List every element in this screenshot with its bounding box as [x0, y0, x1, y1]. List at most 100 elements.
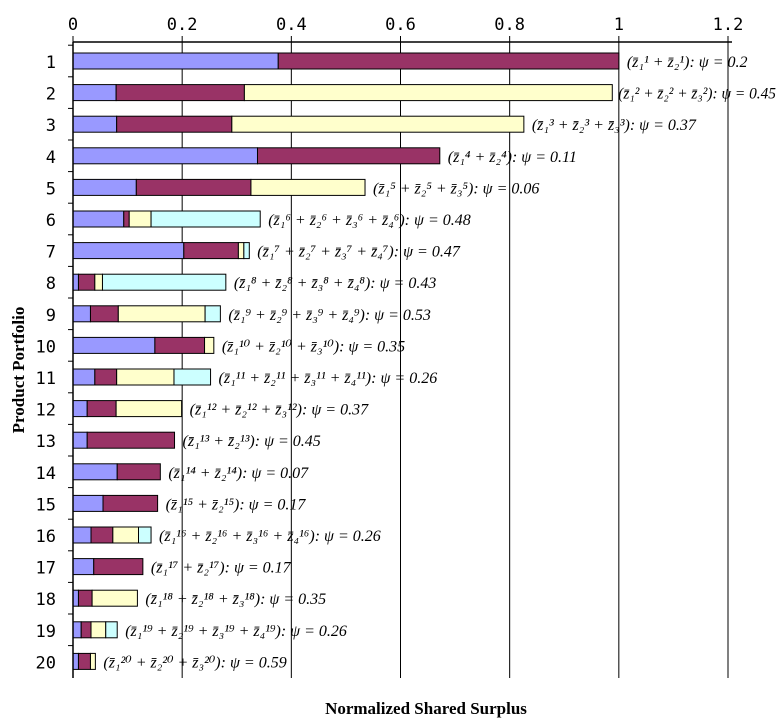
bar-segment — [150, 210, 261, 228]
bar-segment — [72, 368, 96, 386]
bar-segment — [135, 178, 252, 196]
bar-segment — [101, 273, 227, 291]
bar-annotation: (z̄₁¹⁶ + z̄₂¹⁶ + z̄₃¹⁶ + z̄₄¹⁶): ψ = 0.2… — [159, 528, 381, 545]
bar-annotation: (z̄₁¹³ + z̄₂¹³): ψ = 0.45 — [183, 433, 321, 450]
bar-segment — [72, 305, 91, 323]
bar-annotation: (z̄₁²⁰ + z̄₂²⁰ + z̄₃²⁰): ψ = 0.59 — [103, 654, 286, 671]
bar-segment — [243, 242, 250, 260]
bar-annotation: (z̄₁⁷ + z̄₂⁷ + z̄₃⁷ + z̄₄⁷): ψ = 0.47 — [257, 244, 461, 261]
x-tick-label: 0.4 — [276, 15, 307, 35]
bar-segment — [90, 621, 107, 639]
bar-annotation: (z̄₁¹¹ + z̄₂¹¹ + z̄₃¹¹ + z̄₄¹¹): ψ = 0.2… — [219, 370, 438, 387]
bar-annotation: (z̄₁¹⁵ + z̄₂¹⁵): ψ = 0.17 — [166, 496, 307, 513]
bar-annotation: (z̄₁¹⁷ + z̄₂¹⁷): ψ = 0.17 — [151, 560, 292, 577]
y-tick-label: 4 — [46, 148, 56, 168]
bar-annotation: (z̄₁¹⁹ + z̄₂¹⁹ + z̄₃¹⁹ + z̄₄¹⁹): ψ = 0.2… — [125, 623, 347, 640]
bar-segment — [117, 305, 206, 323]
bar-segment — [94, 368, 118, 386]
y-tick-label: 12 — [36, 401, 56, 421]
bar-segment — [138, 526, 152, 544]
bar-segment — [204, 305, 221, 323]
y-tick-label: 3 — [46, 116, 56, 136]
y-tick-label: 7 — [46, 243, 56, 263]
bar-segment — [72, 115, 118, 133]
bar-segment — [173, 368, 212, 386]
x-tick-label: 0.6 — [385, 15, 416, 35]
x-tick-label: 0 — [68, 15, 78, 35]
bar-segment — [243, 84, 613, 102]
x-axis-title: Normalized Shared Surplus — [325, 699, 527, 718]
bar-segment — [72, 621, 82, 639]
bar-annotation: (z̄₁¹⁰ + z̄₂¹⁰ + z̄₃¹⁰): ψ = 0.35 — [222, 338, 405, 355]
bar-segment — [154, 336, 206, 354]
bar-segment — [72, 242, 185, 260]
bar-annotation: (z̄₁² + z̄₂² + z̄₃²): ψ = 0.45 — [618, 86, 776, 103]
bar-segment — [72, 52, 279, 70]
bar-segment — [277, 52, 620, 70]
bar-segment — [72, 273, 79, 291]
bar-segment — [128, 210, 152, 228]
bar-segment — [77, 273, 96, 291]
x-tick-label: 0.8 — [494, 15, 525, 35]
bar-segment — [72, 526, 92, 544]
bar-segment — [112, 526, 139, 544]
y-tick-label: 17 — [36, 559, 56, 579]
bar-segment — [94, 273, 103, 291]
bar-annotation: (z̄₁⁵ + z̄₂⁵ + z̄₃⁵): ψ = 0.06 — [373, 180, 539, 197]
bar-segment — [250, 178, 366, 196]
y-tick-label: 13 — [36, 432, 56, 452]
y-tick-label: 16 — [36, 527, 56, 547]
bar-segment — [86, 431, 176, 449]
bar-segment — [72, 589, 79, 607]
bar-segment — [72, 431, 88, 449]
bar-segment — [116, 115, 233, 133]
x-tick-label: 1 — [614, 15, 624, 35]
bar-segment — [237, 242, 245, 260]
bar-segment — [204, 336, 215, 354]
y-tick-label: 1 — [46, 53, 56, 73]
y-tick-label: 5 — [46, 179, 56, 199]
bar-segment — [77, 589, 93, 607]
y-tick-label: 8 — [46, 274, 56, 294]
bar-segment — [80, 621, 92, 639]
bar-segment — [115, 400, 183, 418]
bar-segment — [72, 652, 79, 670]
bar-segment — [72, 147, 258, 165]
bar-segment — [93, 558, 144, 576]
bar-annotation: (z̄₁³ + z̄₂³ + z̄₃³): ψ = 0.37 — [532, 117, 697, 134]
bar-segment — [72, 494, 104, 512]
bar-annotation: (z̄₁⁶ + z̄₂⁶ + z̄₃⁶ + z̄₄⁶): ψ = 0.48 — [268, 212, 471, 229]
y-tick-label: 14 — [36, 464, 56, 484]
bar-segment — [72, 463, 118, 481]
bar-segment — [90, 526, 114, 544]
bar-segment — [183, 242, 239, 260]
bar-annotation: (z̄₁¹⁸ + z̄₂¹⁸ + z̄₃¹⁸): ψ = 0.35 — [145, 591, 326, 608]
bar-segment — [115, 84, 245, 102]
bar-segment — [72, 178, 137, 196]
y-tick-label: 6 — [46, 211, 56, 231]
bar-segment — [72, 210, 125, 228]
bar-segment — [72, 336, 156, 354]
bar-segment — [116, 463, 161, 481]
bar-segment — [102, 494, 159, 512]
bar-segment — [91, 589, 138, 607]
bar-segment — [116, 368, 175, 386]
bar-annotation: (z̄₁⁸ + z̄₂⁸ + z̄₃⁸ + z̄₄⁸): ψ = 0.43 — [234, 275, 437, 292]
bar-annotation: (z̄₁¹⁴ + z̄₂¹⁴): ψ = 0.07 — [168, 465, 309, 482]
bar-annotation: (z̄₁⁹ + z̄₂⁹ + z̄₃⁹ + z̄₄⁹): ψ = 0.53 — [228, 307, 431, 324]
bar-segment — [89, 652, 96, 670]
y-tick-label: 10 — [36, 337, 56, 357]
bar-segment — [123, 210, 130, 228]
y-tick-label: 15 — [36, 495, 56, 515]
y-tick-label: 18 — [36, 590, 56, 610]
y-tick-label: 9 — [46, 306, 56, 326]
bar-segment — [256, 147, 441, 165]
bar-segment — [231, 115, 525, 133]
bar-segment — [72, 400, 88, 418]
bar-annotation: (z̄₁¹ + z̄₂¹): ψ = 0.2 — [627, 54, 748, 71]
bar-segment — [77, 652, 91, 670]
y-tick-label: 11 — [36, 369, 56, 389]
bar-segment — [105, 621, 118, 639]
